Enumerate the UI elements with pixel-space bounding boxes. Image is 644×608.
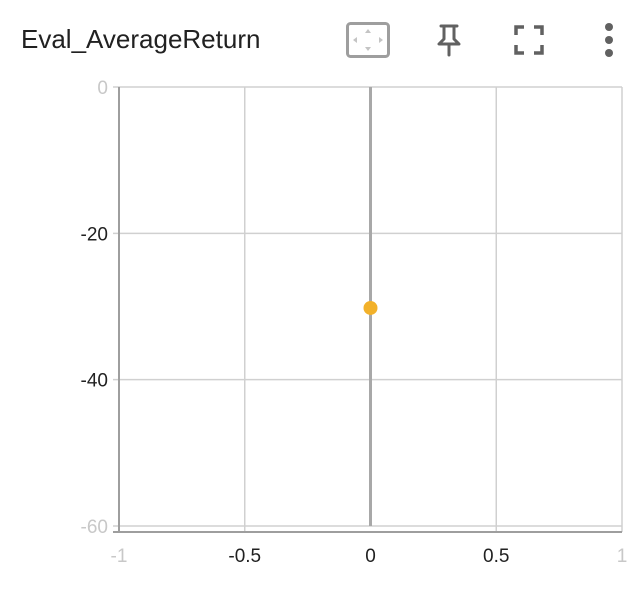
card-header: Eval_AverageReturn xyxy=(0,0,644,80)
y-tick-label-0: 0 xyxy=(97,80,108,99)
y-tick-label-2: -40 xyxy=(81,371,108,392)
chart-title: Eval_AverageReturn xyxy=(21,24,261,54)
fullscreen-icon xyxy=(514,25,544,55)
fullscreen-button[interactable] xyxy=(507,18,551,62)
x-tick-label-3: 0.5 xyxy=(483,546,509,567)
x-tick-label-4: 1 xyxy=(617,546,628,567)
y-tick-label-1: -20 xyxy=(81,224,108,245)
data-point-0-0 xyxy=(363,300,378,315)
more-options-button[interactable] xyxy=(587,18,631,62)
x-tick-label-0: -1 xyxy=(111,546,128,567)
fit-to-data-icon xyxy=(346,22,390,58)
more-vert-icon xyxy=(605,23,613,57)
pin-button[interactable] xyxy=(427,18,471,62)
x-tick-label-2: 0 xyxy=(365,546,376,567)
pin-icon xyxy=(437,24,461,57)
y-tick-label-3: -60 xyxy=(81,517,108,538)
scatter-chart[interactable]: 0 -20 -40 -60-1 -0.5 0 0.5 1 xyxy=(0,80,644,608)
x-tick-label-1: -0.5 xyxy=(228,546,261,567)
chart-area: 0 -20 -40 -60 -1 -0.5 0 0.5 1 xyxy=(0,80,644,608)
fit-domain-button[interactable] xyxy=(346,18,390,62)
